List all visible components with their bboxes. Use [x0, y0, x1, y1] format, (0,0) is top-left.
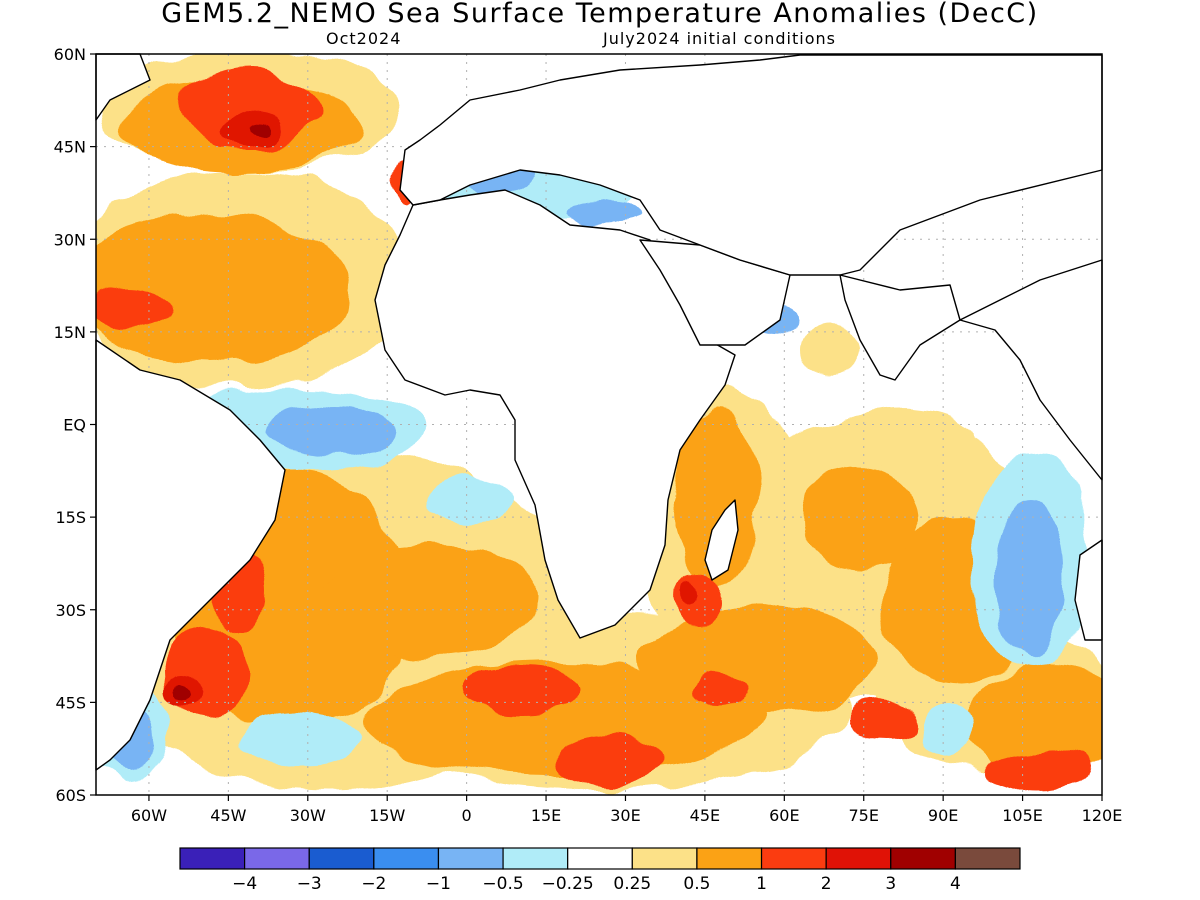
colorbar-swatch [760, 847, 827, 870]
colorbar-label: 0.5 [683, 874, 710, 894]
europe-coastline [399, 54, 1103, 276]
anomaly-minus-0.5 [105, 165, 1065, 770]
lon-tick-label: 45W [210, 806, 246, 825]
colorbar-label: 3 [885, 874, 896, 894]
lat-tick-label: 15N [54, 323, 86, 342]
colorbar-label: −0.5 [482, 874, 523, 894]
lon-tick-label: 120E [1082, 806, 1123, 825]
coastlines [95, 53, 1103, 771]
colorbar-swatch [437, 847, 504, 870]
lat-tick-label: 45S [55, 693, 86, 712]
colorbar-swatch [954, 847, 1021, 870]
colorbar-swatch [567, 847, 633, 870]
lon-tick-label: 0 [462, 806, 472, 825]
lon-tick-label: 15E [531, 806, 561, 825]
colorbar-label: −1 [426, 874, 451, 894]
lon-tick-label: 30W [290, 806, 326, 825]
lon-tick-label: 90E [928, 806, 958, 825]
colorbar-swatch [825, 847, 892, 870]
colorbar-label: −2 [361, 874, 386, 894]
india-coastline [839, 274, 961, 381]
colorbar-swatch [179, 847, 246, 870]
lon-tick-label: 15W [369, 806, 405, 825]
lat-tick-label: EQ [63, 416, 86, 435]
colorbar-swatch [244, 847, 310, 870]
colorbar-label: 1 [756, 874, 767, 894]
initial-conditions-label: July2024 initial conditions [603, 29, 836, 48]
colorbar-label: 2 [821, 874, 832, 894]
madagascar-coastline [704, 499, 739, 581]
colorbar-label: 4 [950, 874, 961, 894]
colorbar-swatch [696, 847, 763, 870]
colorbar-label: 0.25 [613, 874, 651, 894]
lon-tick-label: 105E [1002, 806, 1043, 825]
lat-tick-label: 15S [55, 508, 86, 527]
lon-tick-label: 45E [690, 806, 720, 825]
lat-tick-label: 30N [54, 230, 86, 249]
colorbar-label: −0.25 [542, 874, 594, 894]
lat-tick-label: 45N [54, 138, 86, 157]
lat-tick-label: 30S [55, 601, 86, 620]
lon-tick-label: 60W [131, 806, 167, 825]
lon-tick-label: 60E [769, 806, 799, 825]
lon-tick-label: 75E [849, 806, 879, 825]
colorbar-swatch [502, 847, 569, 870]
south-america-coastline [95, 339, 286, 771]
colorbar-label: −4 [232, 874, 257, 894]
longitude-axis: 60W 45W 30W 15W 0 15E 30E 45E 60E 75E 90E 105E 120E [131, 795, 1122, 825]
colorbar-legend: −4 −3 −2 −1 −0.5 −0.25 0.25 0.5 1 2 3 4 [179, 847, 1021, 894]
colorbar-swatch [631, 847, 698, 870]
latitude-axis: 60N 45N 30N 15N EQ 15S 30S 45S 60S [54, 45, 96, 805]
lon-tick-label: 30E [610, 806, 640, 825]
anomaly-plus-4 [176, 122, 268, 700]
southeast-asia-coastline [959, 259, 1103, 481]
map-title: GEM5.2_NEMO Sea Surface Temperature Anom… [161, 0, 1039, 29]
lat-tick-label: 60S [55, 786, 86, 805]
forecast-month-label: Oct2024 [326, 29, 402, 48]
africa-coastline [374, 189, 736, 639]
colorbar-swatch [373, 847, 440, 870]
colorbar-swatch [308, 847, 375, 870]
lat-tick-label: 60N [54, 45, 86, 64]
colorbar-swatch [890, 847, 956, 870]
colorbar-label: −3 [297, 874, 322, 894]
